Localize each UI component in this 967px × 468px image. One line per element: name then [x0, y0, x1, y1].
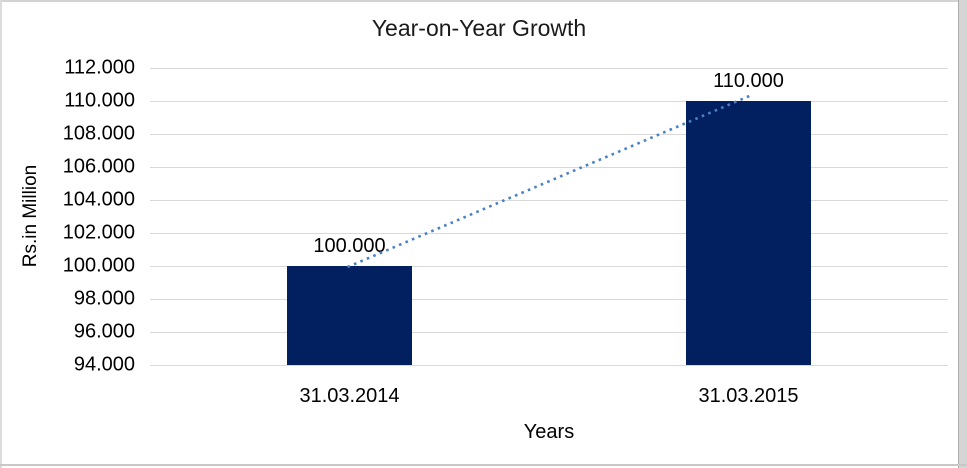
y-tick-label: 104.000: [62, 188, 135, 211]
page-edge-strip: [958, 0, 967, 468]
x-tick-label: 31.03.2015: [698, 385, 799, 407]
frame-border-top: [0, 0, 967, 2]
gridline: [150, 364, 948, 366]
y-tick-label: 100.000: [62, 254, 135, 277]
x-tick-label: 31.03.2014: [299, 385, 400, 407]
bar-value-label: 100.000: [313, 235, 386, 257]
gridline: [150, 67, 948, 69]
gridline: [150, 298, 948, 300]
x-axis-title: Years: [523, 421, 575, 443]
y-tick-label: 112.000: [64, 56, 135, 79]
gridline: [150, 199, 948, 201]
y-tick-label: 106.000: [62, 155, 135, 178]
y-tick-label: 108.000: [62, 122, 135, 145]
gridline: [150, 100, 948, 102]
bar-31.03.2015: [686, 101, 811, 365]
gridline: [150, 331, 948, 333]
y-tick-label: 110.000: [64, 89, 135, 112]
y-axis-title: Rs.in Million: [20, 164, 41, 268]
chart-title: Year-on-Year Growth: [371, 15, 587, 41]
frame-border-left: [0, 0, 2, 468]
gridline: [150, 232, 948, 234]
frame-border-bottom: [0, 464, 967, 466]
gridline: [150, 265, 948, 267]
gridline: [150, 166, 948, 168]
gridline: [150, 133, 948, 135]
bar-31.03.2014: [287, 266, 412, 365]
y-tick-label: 98.000: [73, 287, 135, 310]
y-tick-label: 102.000: [62, 221, 135, 244]
y-tick-label: 96.000: [73, 320, 135, 343]
y-tick-label: 94.000: [73, 353, 135, 376]
bar-value-label: 110.000: [713, 70, 784, 92]
